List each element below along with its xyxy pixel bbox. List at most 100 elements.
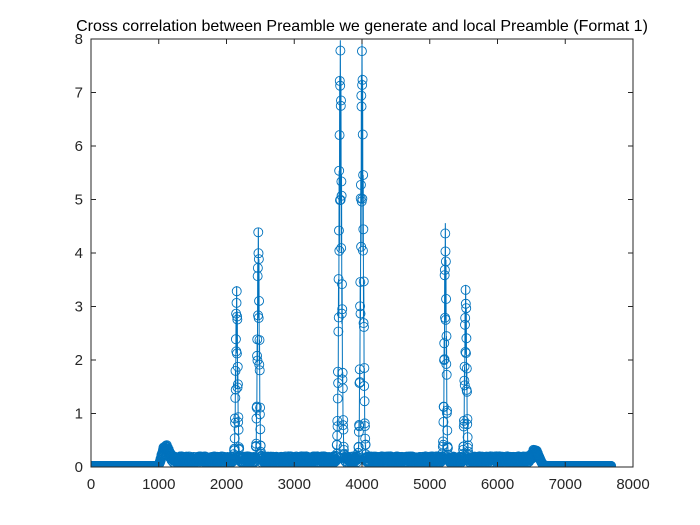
data-point bbox=[460, 346, 471, 357]
data-series bbox=[91, 40, 617, 467]
data-point bbox=[230, 384, 241, 395]
y-tick-label: 0 bbox=[75, 459, 83, 476]
x-tick-label: 0 bbox=[87, 476, 95, 493]
data-point bbox=[335, 100, 346, 111]
y-tick-label: 1 bbox=[75, 406, 83, 423]
data-point bbox=[463, 440, 473, 451]
data-point bbox=[441, 331, 452, 342]
chart-title: Cross correlation between Preamble we ge… bbox=[76, 18, 648, 35]
data-point bbox=[336, 176, 347, 187]
data-point bbox=[442, 442, 453, 453]
data-point bbox=[459, 375, 470, 386]
data-point bbox=[438, 416, 449, 427]
y-tick-label: 4 bbox=[75, 245, 83, 262]
data-point bbox=[336, 190, 347, 201]
data-point bbox=[441, 294, 452, 304]
data-point bbox=[353, 447, 364, 458]
data-point bbox=[462, 414, 473, 424]
y-tick-label: 6 bbox=[75, 138, 83, 155]
data-point bbox=[334, 165, 345, 176]
data-point bbox=[337, 279, 347, 290]
data-point bbox=[353, 426, 364, 437]
data-point bbox=[461, 333, 472, 344]
data-point bbox=[334, 225, 344, 236]
data-point bbox=[442, 425, 453, 436]
data-point bbox=[233, 417, 244, 428]
data-point bbox=[333, 366, 343, 377]
data-point bbox=[332, 421, 343, 432]
data-point bbox=[440, 256, 451, 267]
axes bbox=[90, 38, 634, 468]
data-point bbox=[233, 412, 244, 423]
data-point bbox=[359, 396, 370, 407]
data-point bbox=[358, 224, 369, 235]
data-point bbox=[255, 402, 266, 413]
data-point bbox=[254, 335, 265, 345]
data-point bbox=[462, 443, 473, 453]
data-point bbox=[338, 420, 348, 431]
data-point bbox=[357, 193, 368, 204]
data-point bbox=[606, 460, 617, 467]
data-point bbox=[440, 246, 451, 257]
data-point bbox=[360, 433, 371, 444]
data-point bbox=[441, 359, 452, 369]
data-point bbox=[359, 322, 369, 332]
data-point bbox=[336, 95, 346, 106]
data-point bbox=[231, 286, 242, 297]
data-point bbox=[338, 415, 349, 425]
data-point bbox=[461, 363, 472, 374]
data-point bbox=[255, 424, 266, 435]
data-point bbox=[459, 380, 470, 391]
data-point bbox=[336, 308, 347, 319]
data-point bbox=[460, 298, 471, 309]
data-point bbox=[357, 74, 368, 85]
data-point bbox=[459, 361, 470, 372]
data-point bbox=[230, 392, 241, 403]
x-tick-label: 5000 bbox=[413, 476, 446, 493]
data-point bbox=[253, 313, 264, 323]
y-tick-label: 7 bbox=[75, 85, 83, 102]
data-point bbox=[333, 312, 344, 323]
data-point bbox=[254, 365, 265, 376]
data-point bbox=[359, 381, 370, 391]
data-point bbox=[335, 80, 346, 91]
x-tick-label: 7000 bbox=[549, 476, 582, 493]
data-point bbox=[355, 301, 366, 312]
data-point bbox=[229, 433, 240, 444]
data-point bbox=[353, 441, 364, 452]
x-tick-label: 8000 bbox=[616, 476, 649, 493]
data-point bbox=[233, 424, 244, 435]
y-tick-label: 2 bbox=[75, 352, 83, 369]
data-point bbox=[461, 303, 472, 314]
data-point bbox=[438, 401, 449, 412]
x-tick-label: 2000 bbox=[210, 476, 243, 493]
data-point bbox=[359, 418, 370, 429]
data-point bbox=[354, 364, 365, 375]
data-point bbox=[337, 383, 348, 394]
data-point bbox=[358, 276, 369, 287]
data-point bbox=[232, 382, 243, 393]
data-point bbox=[460, 319, 470, 330]
data-point bbox=[253, 248, 264, 259]
y-tick-label: 5 bbox=[75, 192, 83, 209]
data-point bbox=[231, 297, 242, 308]
data-point bbox=[254, 359, 265, 370]
data-point bbox=[358, 318, 369, 329]
data-point bbox=[333, 326, 344, 337]
data-point bbox=[357, 129, 368, 140]
data-point bbox=[338, 441, 349, 452]
data-point bbox=[442, 405, 453, 416]
data-point bbox=[337, 367, 348, 378]
data-point bbox=[230, 334, 241, 345]
data-point bbox=[360, 421, 370, 432]
y-tick-label: 3 bbox=[75, 299, 83, 316]
data-point bbox=[334, 245, 345, 256]
data-point bbox=[356, 101, 367, 112]
y-tick-label: 8 bbox=[75, 31, 83, 48]
data-point bbox=[440, 228, 451, 239]
data-point bbox=[354, 421, 365, 432]
data-point bbox=[232, 314, 243, 325]
data-point bbox=[254, 409, 265, 420]
data-point bbox=[462, 386, 472, 397]
